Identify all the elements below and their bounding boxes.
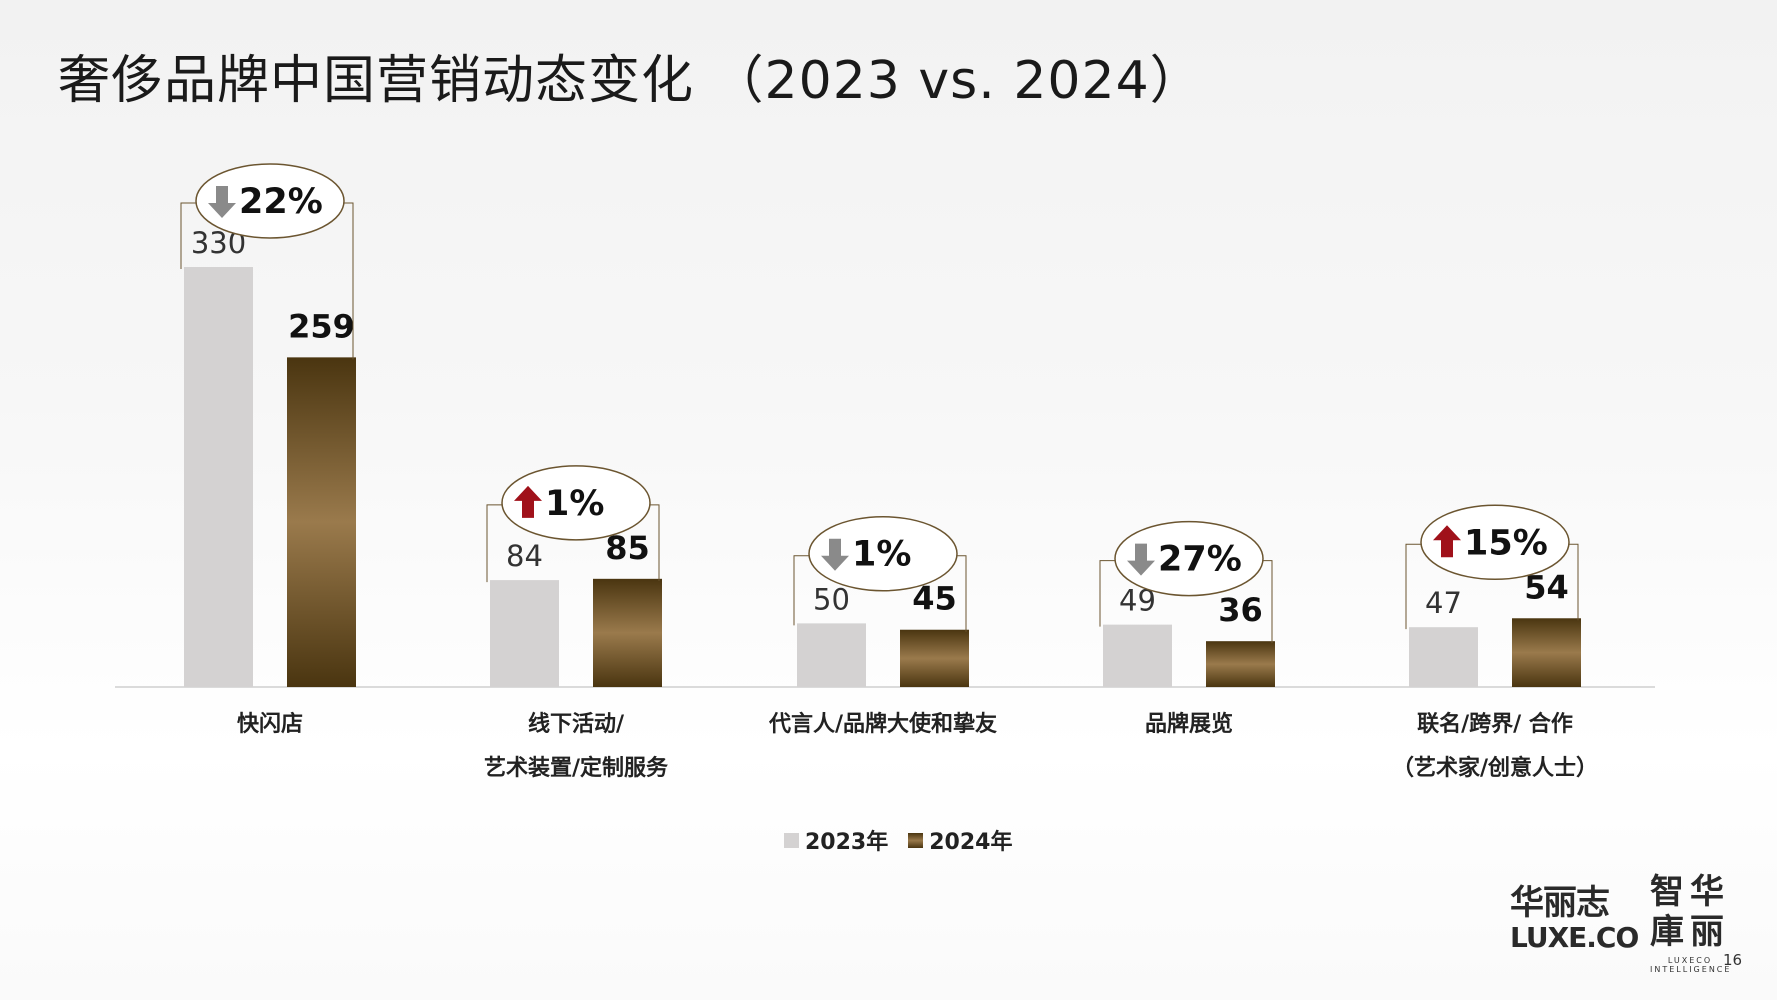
category-label: （艺术家/创意人士）: [1392, 755, 1598, 781]
bar-2023: [1409, 627, 1478, 687]
value-label-2023: 84: [506, 539, 543, 573]
value-label-2023: 50: [813, 582, 850, 616]
change-percent-label: 1%: [852, 535, 911, 575]
legend-label-2024: 2024年: [929, 830, 1013, 855]
change-percent-label: 27%: [1158, 540, 1242, 580]
chart-legend: 2023年 2024年: [784, 824, 1012, 856]
logo-glyph-3: 庫: [1650, 912, 1684, 952]
category-label: 艺术装置/定制服务: [484, 755, 669, 781]
logo-glyph-4: 丽: [1690, 912, 1724, 952]
change-percent-label: 15%: [1464, 523, 1548, 563]
change-badge: [501, 465, 651, 541]
category-label: 联名/跨界/ 合作: [1417, 711, 1573, 737]
logo-glyph-1: 智: [1650, 872, 1684, 912]
page-number: 16: [1723, 951, 1743, 969]
logo-sub-luxeco: LUXECO: [1667, 956, 1713, 965]
change-percent-label: 1%: [545, 484, 604, 524]
bar-2023: [1103, 624, 1172, 687]
legend-swatch-2023: [784, 832, 799, 848]
luxeco-logo: 华丽志 LUXE.CO: [1510, 883, 1639, 954]
arrow-down-icon: [208, 186, 236, 218]
bar-2024: [1206, 641, 1275, 687]
value-label-2023: 47: [1425, 586, 1462, 620]
legend-item-2024: 2024年: [908, 824, 1012, 856]
arrow-up-icon: [514, 485, 542, 518]
logo-brand-cn: 华丽志: [1510, 883, 1610, 923]
page-title: 奢侈品牌中国营销动态变化 （2023 vs. 2024）: [58, 51, 1203, 111]
change-percent-label: 22%: [239, 182, 323, 222]
bar-2024: [1512, 618, 1581, 687]
change-badge: [1420, 504, 1570, 581]
legend-swatch-2024: [908, 832, 924, 848]
intelligence-logo: 智 华 庫 丽 LUXECO INTELLIGENCE: [1650, 872, 1760, 974]
category-label: 线下活动/: [528, 711, 625, 737]
arrow-down-icon: [1127, 543, 1155, 576]
category-label: 代言人/品牌大使和挚友: [768, 711, 997, 737]
bar-2024: [287, 357, 356, 687]
logo-glyph-2: 华: [1690, 872, 1724, 912]
logo-glyphs: 智 华 庫 丽: [1650, 872, 1760, 952]
change-badge: [808, 515, 958, 592]
value-label-2024: 259: [288, 307, 355, 345]
legend-label-2023: 2023年: [805, 830, 889, 855]
category-label: 快闪店: [237, 712, 303, 737]
bar-2023: [797, 623, 866, 687]
change-badge: [195, 163, 345, 239]
legend-item-2023: 2023年: [784, 824, 888, 856]
bar-2023: [490, 580, 559, 687]
bar-2024: [900, 629, 969, 687]
arrow-down-icon: [821, 538, 849, 571]
logo-brand-en: LUXE.CO: [1510, 921, 1639, 954]
bar-2024: [593, 578, 662, 687]
category-label: 品牌展览: [1145, 711, 1233, 737]
change-badge: [1114, 520, 1264, 597]
logo-sub-intelligence: INTELLIGENCE: [1650, 965, 1732, 974]
bar-2023: [184, 267, 253, 687]
arrow-up-icon: [1433, 525, 1461, 558]
value-label-2024: 36: [1218, 591, 1263, 629]
